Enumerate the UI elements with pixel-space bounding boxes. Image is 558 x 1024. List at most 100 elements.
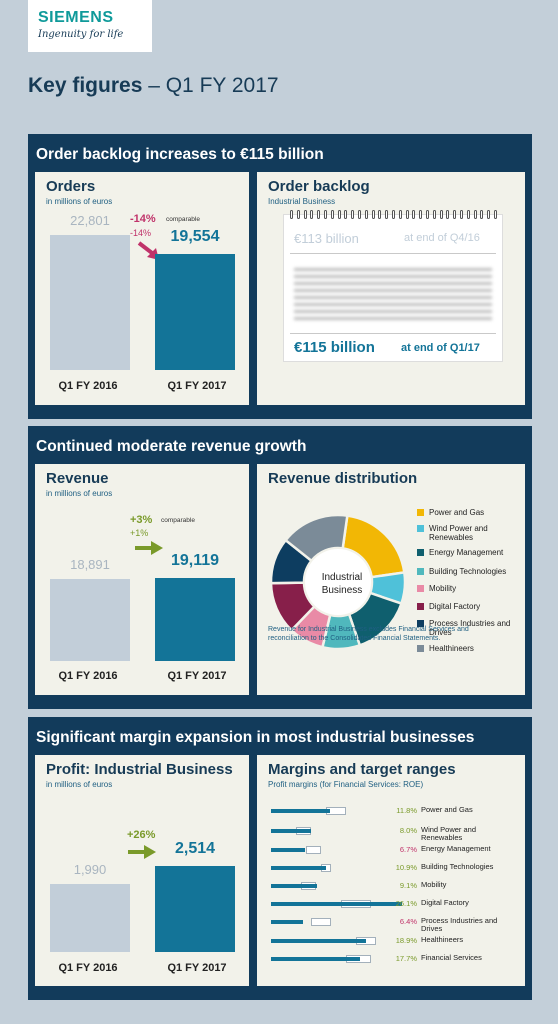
legend-swatch	[417, 549, 424, 556]
backlog-cur-row: €115 billion at end of Q1/17	[294, 339, 494, 357]
target-range-box	[311, 918, 331, 926]
donut-hole	[305, 549, 371, 615]
notebook-ring	[439, 210, 443, 219]
margins-panel: Margins and target ranges Profit margins…	[257, 755, 525, 986]
legend-label: Process Industries and Drives	[429, 619, 511, 637]
legend-item: Wind Power and Renewables	[417, 524, 521, 542]
notebook-ring	[446, 210, 450, 219]
title-rest: – Q1 FY 2017	[142, 74, 279, 97]
profit-xlabel-cur: Q1 FY 2017	[167, 962, 227, 974]
section-title: Continued moderate revenue growth	[36, 438, 307, 455]
profit-value-prev: 1,990	[73, 861, 107, 877]
legend-swatch	[417, 585, 424, 592]
orders-value-cur: 19,554	[170, 227, 220, 245]
notebook-ring	[460, 210, 463, 219]
margin-label: Financial Services	[421, 953, 482, 962]
margin-row: 17.7% Financial Services	[271, 953, 501, 965]
margin-row: 10.9% Building Technologies	[271, 862, 501, 874]
margin-row: 9.1% Mobility	[271, 880, 501, 892]
margin-label: Power and Gas	[421, 805, 473, 814]
margin-bar	[271, 829, 311, 833]
margin-label: Digital Factory	[421, 898, 469, 907]
blurred-table	[294, 268, 492, 328]
revenue-comparable-label: comparable	[161, 517, 195, 524]
revenue-panel: Revenue in millions of euros +3% compara…	[35, 464, 249, 695]
legend-swatch	[417, 620, 424, 627]
margin-row: 11.8% Power and Gas	[271, 805, 501, 817]
notebook-ring	[351, 210, 355, 219]
notebook-ring	[344, 210, 348, 219]
legend-label: Building Technologies	[429, 567, 507, 576]
notebook-ring	[398, 210, 402, 219]
notebook-ring	[473, 210, 477, 219]
margins-title: Margins and target ranges	[268, 761, 456, 778]
section-orders: Order backlog increases to €115 billion …	[28, 134, 532, 419]
margin-bar	[271, 920, 303, 924]
revenue-bar-prev	[50, 578, 130, 661]
legend-label: Energy Management	[429, 548, 504, 557]
legend-item: Mobility	[417, 584, 521, 593]
notebook-ring	[453, 210, 457, 219]
notebook-ring	[385, 210, 389, 219]
notebook-ring	[412, 210, 416, 219]
margin-value: 11.8%	[396, 806, 417, 815]
profit-xlabel-prev: Q1 FY 2016	[58, 962, 118, 974]
notebook-ring	[296, 210, 300, 219]
backlog-cur-value: €115 billion	[294, 339, 375, 356]
orders-xlabel-prev: Q1 FY 2016	[58, 380, 118, 392]
margin-bar	[271, 884, 317, 888]
margin-row: 6.7% Energy Management	[271, 844, 501, 856]
orders-change2: -14%	[130, 228, 152, 238]
margin-bar	[271, 866, 326, 870]
legend-label: Wind Power and Renewables	[429, 524, 488, 542]
donut-center-label: Industrial Business	[321, 572, 363, 596]
backlog-prev-label: at end of Q4/16	[404, 232, 480, 244]
margin-label: Wind Power and Renewables	[421, 825, 477, 842]
legend-label: Digital Factory	[429, 602, 481, 611]
margin-value: 6.4%	[399, 917, 417, 926]
legend-item: Digital Factory	[417, 602, 521, 611]
distribution-title: Revenue distribution	[268, 470, 418, 487]
revenue-bar-cur	[155, 577, 235, 661]
margin-row: 6.4% Process Industries and Drives	[271, 916, 501, 933]
margin-label: Mobility	[421, 880, 447, 889]
margin-bar	[271, 939, 366, 943]
backlog-title: Order backlog	[268, 178, 370, 195]
revenue-subtitle: in millions of euros	[46, 489, 113, 498]
page-title: Key figures – Q1 FY 2017	[28, 74, 279, 98]
brand-tagline: Ingenuity for life	[38, 29, 124, 40]
notebook-ring	[358, 210, 361, 219]
margin-row: 8.0% Wind Power and Renewables	[271, 825, 501, 842]
trend-arrow-up-icon	[135, 541, 163, 555]
trend-arrow-up-icon	[128, 845, 156, 859]
revenue-donut-chart	[269, 513, 407, 651]
legend-item: Healthineers	[417, 644, 521, 653]
profit-bar-cur	[155, 866, 235, 952]
section-title: Order backlog increases to €115 billion	[36, 146, 324, 163]
legend-label: Mobility	[429, 584, 457, 593]
margin-value: 26.1%	[395, 899, 417, 908]
legend-swatch	[417, 509, 424, 516]
section-title: Significant margin expansion in most ind…	[36, 729, 475, 746]
orders-change: -14%	[130, 213, 156, 225]
margin-row: 18.9% Healthineers	[271, 935, 501, 947]
notebook-ring	[337, 210, 341, 219]
profit-value-cur: 2,514	[174, 840, 216, 858]
margin-row: 26.1% Digital Factory	[271, 898, 501, 910]
legend-swatch	[417, 525, 424, 532]
profit-bar-prev	[50, 883, 130, 952]
notebook-ring	[317, 210, 321, 219]
legend-swatch	[417, 645, 424, 652]
margin-label: Process Industries and Drives	[421, 916, 498, 933]
backlog-cur-label: at end of Q1/17	[401, 342, 480, 354]
notebook-rule	[290, 333, 496, 334]
orders-value-prev: 22,801	[70, 212, 110, 228]
distribution-panel: Revenue distribution Industrial Business…	[257, 464, 525, 695]
notebook-ring	[378, 210, 382, 219]
margin-bar	[271, 848, 305, 852]
legend-item: Power and Gas	[417, 508, 521, 517]
revenue-title: Revenue	[46, 470, 109, 487]
distribution-note: Revenue for Industrial Business excludes…	[268, 626, 469, 642]
backlog-panel: Order backlog Industrial Business €113 b…	[257, 172, 525, 405]
margin-label: Healthineers	[421, 935, 464, 944]
